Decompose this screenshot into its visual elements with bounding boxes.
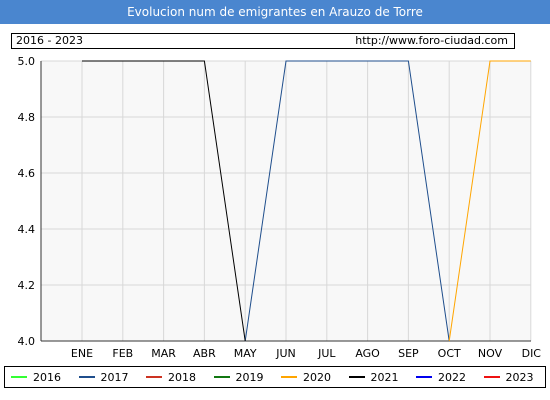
legend-item-2022: 2022 xyxy=(416,367,466,387)
series-line-2020 xyxy=(448,60,531,342)
legend-swatch xyxy=(146,376,162,378)
legend-item-2016: 2016 xyxy=(11,367,61,387)
legend-swatch xyxy=(416,376,432,378)
series-line-2017 xyxy=(244,60,450,342)
legend-swatch xyxy=(281,376,297,378)
legend-label: 2018 xyxy=(168,370,196,384)
legend-label: 2017 xyxy=(100,370,129,384)
legend-label: 2016 xyxy=(33,370,61,384)
x-tick-label: ENE xyxy=(71,347,93,360)
legend-item-2017: 2017 xyxy=(78,367,129,387)
x-tick-label: OCT xyxy=(438,347,461,360)
x-tick-label: MAY xyxy=(234,347,257,360)
legend-swatch xyxy=(11,376,27,378)
source-url: http://www.foro-ciudad.com xyxy=(355,34,508,47)
series-line-2021 xyxy=(82,60,246,342)
x-tick-label: MAR xyxy=(151,347,176,360)
y-tick-label: 4.6 xyxy=(18,167,36,180)
legend-item-2021: 2021 xyxy=(348,367,399,387)
legend-swatch xyxy=(483,376,500,378)
legend-item-2020: 2020 xyxy=(281,367,331,387)
info-box: 2016 - 2023 http://www.foro-ciudad.com xyxy=(11,33,515,49)
legend-swatch xyxy=(213,376,230,378)
legend-item-2018: 2018 xyxy=(146,367,196,387)
legend-label: 2019 xyxy=(235,370,264,384)
chart-title: Evolucion num de emigrantes en Arauzo de… xyxy=(0,0,550,24)
x-tick-label: AGO xyxy=(355,347,380,360)
legend: 2016 2017 2018 2019 2020 2021 2022 2023 xyxy=(4,366,546,388)
tick-labels: 4.0 4.2 4.4 4.6 4.8 5.0 ENE FEB MAR ABR MAY JUN JUL A… xyxy=(18,55,542,360)
x-tick-label: FEB xyxy=(112,347,133,360)
series-lines xyxy=(82,60,531,342)
y-tick-label: 4.4 xyxy=(18,223,36,236)
legend-item-2023: 2023 xyxy=(483,367,534,387)
x-tick-label: ABR xyxy=(193,347,216,360)
y-tick-label: 5.0 xyxy=(18,55,36,68)
y-tick-label: 4.8 xyxy=(18,111,36,124)
x-tick-label: JUN xyxy=(275,347,296,360)
legend-swatch xyxy=(348,376,365,378)
x-tick-label: DIC xyxy=(522,347,542,360)
x-tick-label: SEP xyxy=(398,347,419,360)
grid xyxy=(41,60,532,341)
y-tick-label: 4.0 xyxy=(18,335,36,348)
legend-label: 2020 xyxy=(303,370,331,384)
legend-label: 2021 xyxy=(370,370,399,384)
x-tick-label: JUL xyxy=(317,347,336,360)
legend-item-2019: 2019 xyxy=(213,367,264,387)
x-tick-label: NOV xyxy=(478,347,503,360)
legend-label: 2023 xyxy=(505,370,534,384)
period-label: 2016 - 2023 xyxy=(16,34,83,47)
legend-swatch xyxy=(78,376,95,378)
y-tick-label: 4.2 xyxy=(18,279,36,292)
legend-label: 2022 xyxy=(438,370,466,384)
